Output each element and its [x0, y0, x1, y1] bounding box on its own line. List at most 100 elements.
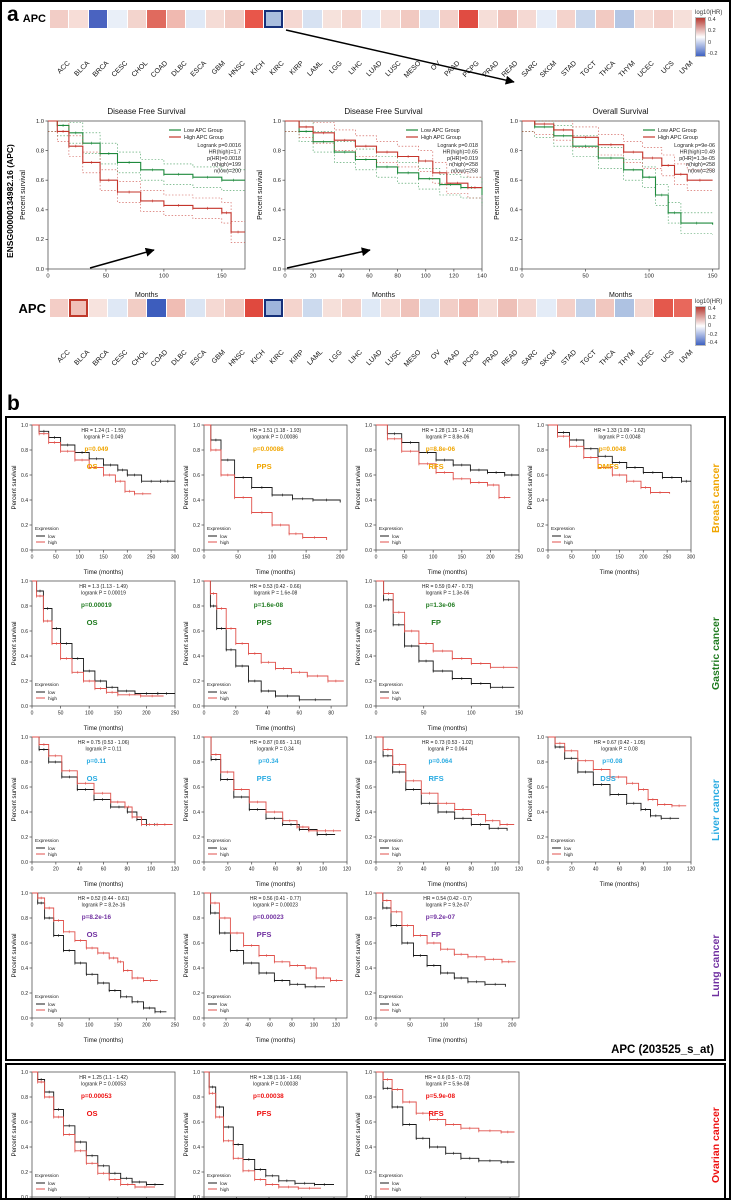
svg-text:150: 150 [114, 711, 123, 717]
cancer-labels-top: ACC BLCA BRCA CESC CHOL COAD DLBC ESCA GBM HNSC KI… [50, 57, 695, 103]
heatmap-cell-ACC [50, 10, 69, 28]
km-plot-breast-os: 0.0 0.2 0.4 0.6 0.8 1.0 0 50 100 150 200 250 300 Time… [9, 420, 179, 576]
svg-text:0.4: 0.4 [193, 966, 200, 972]
svg-text:Months: Months [372, 292, 395, 299]
svg-text:40: 40 [421, 867, 427, 873]
svg-text:PPS: PPS [256, 618, 271, 627]
svg-text:High APC Group: High APC Group [658, 135, 698, 141]
svg-text:Overall Survival: Overall Survival [592, 107, 648, 116]
svg-text:0.4: 0.4 [365, 810, 372, 816]
svg-text:Percent survival: Percent survival [183, 1112, 190, 1156]
svg-text:Percent survival: Percent survival [11, 1112, 18, 1156]
svg-text:1.0: 1.0 [21, 891, 28, 897]
svg-text:0.8: 0.8 [273, 148, 281, 154]
svg-text:high: high [392, 540, 401, 546]
svg-text:1.0: 1.0 [21, 1070, 28, 1076]
svg-text:0.0: 0.0 [21, 1016, 28, 1022]
svg-text:1.0: 1.0 [193, 891, 200, 897]
svg-text:0.8: 0.8 [510, 148, 518, 154]
svg-text:high: high [220, 696, 229, 702]
svg-text:0: 0 [520, 274, 523, 280]
svg-text:0: 0 [375, 711, 378, 717]
svg-text:20: 20 [53, 867, 59, 873]
cancer-label-UVM: UVM [678, 60, 695, 76]
svg-text:p=9.2e-07: p=9.2e-07 [426, 914, 456, 921]
svg-text:Percent survival: Percent survival [11, 621, 18, 665]
svg-text:60: 60 [617, 867, 623, 873]
svg-text:0.6: 0.6 [365, 1120, 372, 1126]
svg-text:80: 80 [289, 1023, 295, 1029]
svg-text:150: 150 [114, 1023, 123, 1029]
heatmap-strip-bottom [50, 299, 693, 317]
svg-text:0.0: 0.0 [21, 704, 28, 710]
svg-text:Time (months): Time (months) [428, 569, 468, 576]
svg-text:0.2: 0.2 [273, 237, 281, 243]
heatmap-cell-HNSC [225, 10, 244, 28]
svg-text:logrank P = 0.00038: logrank P = 0.00038 [253, 1082, 298, 1088]
svg-text:0.0: 0.0 [21, 1195, 28, 1200]
km-plot-liver-os: 0.0 0.2 0.4 0.6 0.8 1.0 0 20 40 60 80 100 120 Time (m… [9, 732, 179, 888]
svg-text:RFS: RFS [428, 774, 443, 783]
svg-text:n(low)=258: n(low)=258 [451, 169, 478, 175]
svg-text:80: 80 [125, 867, 131, 873]
cancer-labels-bottom-row: ACC BLCA BRCA CESC CHOL COAD DLBC ESCA GBM HNSC KI… [2, 346, 729, 392]
svg-text:100: 100 [644, 274, 654, 280]
svg-text:120: 120 [332, 1023, 341, 1029]
svg-text:Time (months): Time (months) [256, 1037, 296, 1044]
svg-text:Percent survival: Percent survival [494, 170, 501, 220]
svg-text:p=8.8e-06: p=8.8e-06 [426, 446, 456, 453]
svg-text:100: 100 [319, 867, 328, 873]
svg-text:Expression: Expression [379, 838, 403, 844]
svg-text:20: 20 [233, 711, 239, 717]
svg-text:Percent survival: Percent survival [20, 170, 27, 220]
km-plot-liver-dss: 0.0 0.2 0.4 0.6 0.8 1.0 0 20 40 60 80 100 120 Time (m… [525, 732, 695, 888]
survival-heatmap-top-row: APC log10(HR) 0.4 0.2 0 -0.2 [2, 10, 729, 57]
svg-text:0.8: 0.8 [537, 448, 544, 454]
svg-text:0.2: 0.2 [36, 237, 44, 243]
svg-text:Percent survival: Percent survival [355, 465, 362, 509]
heatmap-cell-COAD [147, 299, 166, 317]
svg-text:0.2: 0.2 [193, 523, 200, 529]
svg-text:200: 200 [142, 711, 151, 717]
svg-text:0.0: 0.0 [193, 704, 200, 710]
svg-text:Time (months): Time (months) [256, 725, 296, 732]
svg-text:low: low [48, 690, 56, 696]
svg-text:p=0.34: p=0.34 [258, 758, 279, 765]
svg-text:0.6: 0.6 [36, 178, 44, 184]
svg-text:0.8: 0.8 [21, 916, 28, 922]
svg-text:0.6: 0.6 [193, 941, 200, 947]
svg-text:80: 80 [394, 274, 400, 280]
svg-text:0.0: 0.0 [537, 548, 544, 554]
colorbar-tick: 0.4 [708, 17, 716, 23]
svg-text:0.0: 0.0 [36, 267, 44, 273]
svg-text:high: high [48, 1008, 57, 1014]
svg-text:0.0: 0.0 [193, 860, 200, 866]
heatmap-cell-LGG [322, 299, 342, 317]
svg-text:n(high)=258: n(high)=258 [449, 162, 478, 168]
heatmap-cell-UCS [654, 10, 673, 28]
svg-text:1.0: 1.0 [365, 1070, 372, 1076]
survival-heatmap-bottom-row: APC log10(HR) 0.4 0.2 0 -0.2 -0.4 [2, 299, 729, 346]
km-plot-os: 0.0 0.2 0.4 0.6 0.8 1.0 0 50 100 150 Months Percent… [492, 103, 729, 299]
svg-text:HR = 0.75 (0.53 - 1.06): HR = 0.75 (0.53 - 1.06) [78, 740, 130, 746]
svg-text:p=1.3e-06: p=1.3e-06 [426, 602, 456, 609]
svg-text:0: 0 [31, 711, 34, 717]
svg-text:Expression: Expression [551, 838, 575, 844]
svg-text:0.0: 0.0 [193, 548, 200, 554]
svg-text:Expression: Expression [35, 682, 59, 688]
svg-text:logrank P = 0.00086: logrank P = 0.00086 [253, 435, 298, 441]
heatmap-cell-READ [498, 10, 517, 28]
svg-text:0: 0 [375, 1023, 378, 1029]
svg-text:60: 60 [273, 867, 279, 873]
svg-text:0: 0 [203, 1023, 206, 1029]
svg-text:0.6: 0.6 [365, 941, 372, 947]
svg-text:p=0.00053: p=0.00053 [81, 1093, 112, 1100]
svg-text:80: 80 [328, 711, 334, 717]
svg-text:HR = 1.33 (1.09 - 1.62): HR = 1.33 (1.09 - 1.62) [594, 428, 646, 434]
svg-text:PFS: PFS [257, 1109, 272, 1118]
svg-text:1.0: 1.0 [537, 423, 544, 429]
heatmap-cell-LAML [303, 299, 322, 317]
probe-caption-main: APC (203525_s_at) [611, 1044, 714, 1056]
svg-text:100: 100 [429, 555, 438, 561]
km-plot-lung-fp: 0.0 0.2 0.4 0.6 0.8 1.0 0 50 100 150 200 Time (mont… [353, 888, 523, 1044]
